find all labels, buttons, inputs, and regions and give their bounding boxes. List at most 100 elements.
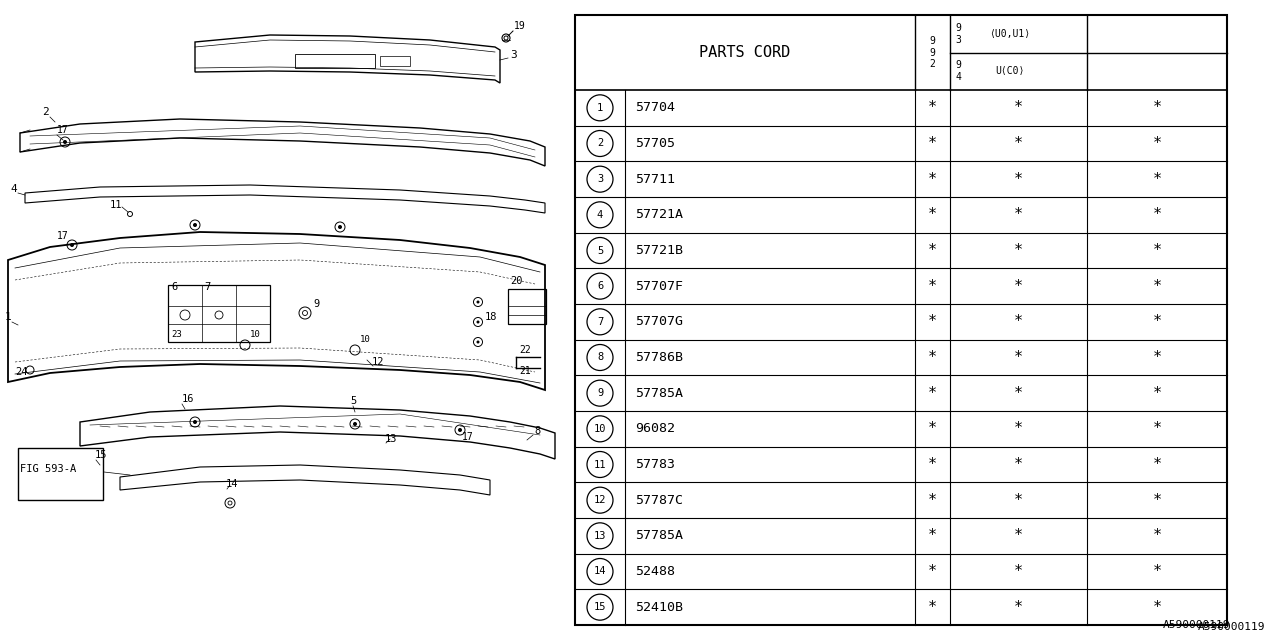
- Text: *: *: [928, 243, 937, 258]
- Text: 57711: 57711: [635, 173, 675, 186]
- Text: *: *: [1014, 243, 1023, 258]
- Text: 10: 10: [594, 424, 607, 434]
- Text: *: *: [928, 314, 937, 330]
- Text: 52488: 52488: [635, 565, 675, 578]
- Text: *: *: [1014, 600, 1023, 614]
- Text: *: *: [928, 493, 937, 508]
- Text: *: *: [928, 529, 937, 543]
- Text: 11: 11: [594, 460, 607, 470]
- Text: 57705: 57705: [635, 137, 675, 150]
- Text: 57785A: 57785A: [635, 529, 684, 542]
- Text: *: *: [1152, 100, 1161, 115]
- Text: 16: 16: [182, 394, 195, 404]
- Text: *: *: [1152, 314, 1161, 330]
- Text: 20: 20: [509, 276, 522, 286]
- Text: 6: 6: [172, 282, 177, 292]
- Text: 19: 19: [515, 21, 526, 31]
- Text: *: *: [1152, 493, 1161, 508]
- Text: *: *: [928, 386, 937, 401]
- Text: ⟨U0,U1⟩: ⟨U0,U1⟩: [989, 29, 1030, 39]
- Text: 57721B: 57721B: [635, 244, 684, 257]
- Text: FIG 593-A: FIG 593-A: [20, 464, 77, 474]
- Text: 2: 2: [42, 107, 49, 117]
- Text: *: *: [1152, 564, 1161, 579]
- Text: 4: 4: [10, 184, 17, 194]
- Text: *: *: [1152, 600, 1161, 614]
- Text: *: *: [1014, 350, 1023, 365]
- Polygon shape: [26, 185, 545, 213]
- Text: *: *: [1014, 386, 1023, 401]
- Text: 57707G: 57707G: [635, 316, 684, 328]
- Text: 57707F: 57707F: [635, 280, 684, 292]
- Polygon shape: [195, 35, 500, 83]
- Text: *: *: [1014, 278, 1023, 294]
- Text: *: *: [1014, 314, 1023, 330]
- Polygon shape: [120, 465, 490, 495]
- Circle shape: [476, 321, 480, 323]
- Text: 4: 4: [596, 210, 603, 220]
- Text: *: *: [928, 564, 937, 579]
- Text: *: *: [928, 421, 937, 436]
- Text: 57785A: 57785A: [635, 387, 684, 399]
- Text: 57787C: 57787C: [635, 493, 684, 507]
- Text: 52410B: 52410B: [635, 601, 684, 614]
- Text: 9
4: 9 4: [955, 60, 961, 82]
- Bar: [508, 289, 547, 324]
- Text: 9: 9: [596, 388, 603, 398]
- Text: 11: 11: [110, 200, 123, 210]
- Text: *: *: [928, 278, 937, 294]
- Text: 15: 15: [594, 602, 607, 612]
- Text: 8: 8: [596, 353, 603, 362]
- Text: 12: 12: [372, 357, 384, 367]
- Text: 14: 14: [227, 479, 238, 489]
- Circle shape: [193, 223, 197, 227]
- Text: 96082: 96082: [635, 422, 675, 435]
- Text: *: *: [1152, 136, 1161, 151]
- Text: *: *: [1152, 350, 1161, 365]
- Text: 15: 15: [95, 450, 108, 460]
- Text: 1: 1: [596, 103, 603, 113]
- Text: 13: 13: [594, 531, 607, 541]
- Bar: [18, 448, 102, 500]
- Text: *: *: [928, 100, 937, 115]
- Circle shape: [458, 428, 462, 432]
- Text: *: *: [1152, 207, 1161, 222]
- Text: U⟨C0⟩: U⟨C0⟩: [996, 67, 1025, 76]
- Text: 12: 12: [594, 495, 607, 505]
- Text: *: *: [1014, 172, 1023, 187]
- Text: *: *: [1152, 172, 1161, 187]
- Text: 5: 5: [349, 396, 356, 406]
- Circle shape: [228, 501, 232, 505]
- Text: *: *: [1014, 564, 1023, 579]
- Text: 10: 10: [250, 330, 261, 339]
- Text: 3: 3: [509, 50, 517, 60]
- Polygon shape: [79, 406, 556, 459]
- Text: *: *: [1014, 493, 1023, 508]
- Circle shape: [302, 310, 307, 316]
- Circle shape: [193, 420, 197, 424]
- Text: 1: 1: [5, 312, 12, 322]
- Text: *: *: [1152, 386, 1161, 401]
- Text: *: *: [1152, 529, 1161, 543]
- Circle shape: [504, 36, 508, 40]
- Text: PARTS CORD: PARTS CORD: [699, 45, 791, 60]
- Text: A590000119: A590000119: [1198, 622, 1265, 632]
- Text: A590000119: A590000119: [1162, 620, 1230, 630]
- Bar: [380, 56, 410, 66]
- Text: 5: 5: [596, 246, 603, 255]
- Text: 7: 7: [596, 317, 603, 327]
- Polygon shape: [8, 232, 545, 390]
- Text: *: *: [1152, 421, 1161, 436]
- Text: 6: 6: [596, 281, 603, 291]
- Text: 17: 17: [58, 125, 69, 135]
- Text: 9
3: 9 3: [955, 23, 961, 45]
- Circle shape: [476, 340, 480, 344]
- Text: 21: 21: [518, 366, 531, 376]
- Text: *: *: [1014, 529, 1023, 543]
- Text: *: *: [1152, 243, 1161, 258]
- Text: 57704: 57704: [635, 101, 675, 115]
- Polygon shape: [20, 119, 545, 166]
- Text: 2: 2: [596, 138, 603, 148]
- Text: 57721A: 57721A: [635, 209, 684, 221]
- Text: 57786B: 57786B: [635, 351, 684, 364]
